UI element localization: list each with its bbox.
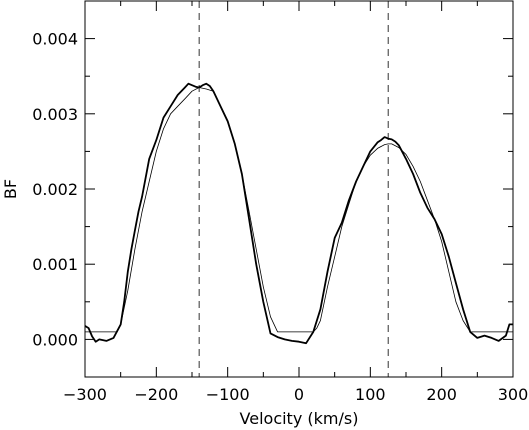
y-tick-label: 0.004 [32,30,78,49]
x-tick-label: 100 [355,385,386,404]
y-axis-label: BF [1,179,20,199]
y-tick-label: 0.002 [32,180,78,199]
x-tick-label: −300 [63,385,107,404]
series-lines [84,82,513,345]
x-tick-label: 0 [294,385,304,404]
reference-lines [198,1,389,377]
x-tick-label: −100 [206,385,250,404]
x-axis-label: Velocity (km/s) [240,409,359,428]
x-tick-label: −200 [134,385,178,404]
series-line-fit [85,87,513,333]
series-line-observed [84,82,513,345]
axis-ticks [84,0,514,378]
x-tick-label: 300 [498,385,529,404]
tick-labels: −300 −200 −100 0 100 200 300 0.000 0.001 0.002 0.0… [32,30,528,404]
y-tick-label: 0.003 [32,105,78,124]
y-tick-label: 0.001 [32,255,78,274]
x-tick-label: 200 [426,385,457,404]
y-tick-label: 0.000 [32,330,78,349]
plot-frame [84,0,514,378]
